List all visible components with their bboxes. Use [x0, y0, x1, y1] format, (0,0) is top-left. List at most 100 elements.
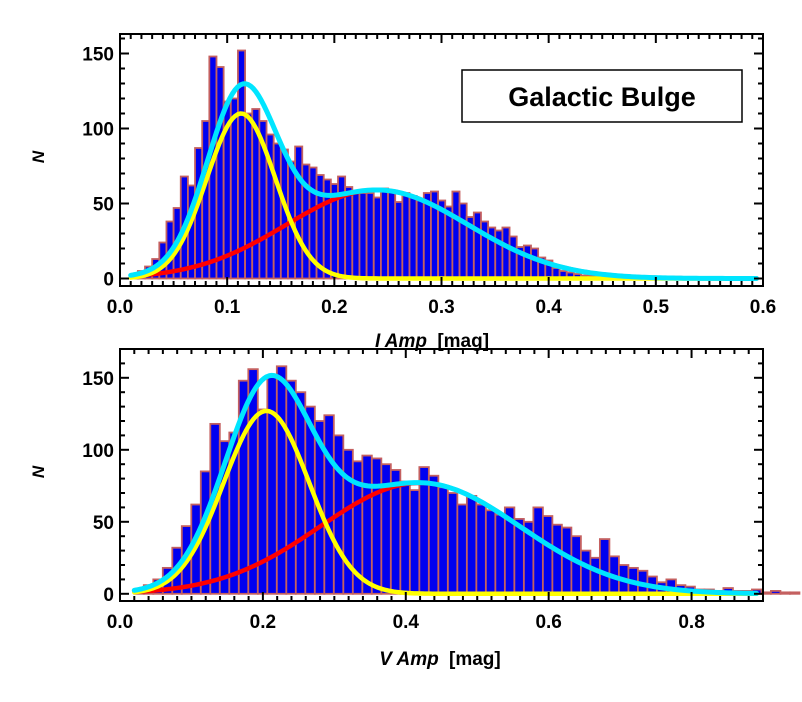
histogram-bar [579, 549, 592, 595]
y-tick-label: 50 [93, 513, 114, 534]
histogram-bar [472, 211, 482, 280]
x-axis-label-var: I Amp [375, 331, 427, 352]
x-tick-label: 0.2 [250, 612, 276, 633]
fit-curves [131, 372, 760, 597]
histogram-bar [501, 226, 511, 280]
y-tick-label: 100 [82, 441, 114, 462]
x-tick-label: 0.0 [107, 297, 133, 318]
histogram-bar [494, 513, 506, 595]
histogram-bar [551, 523, 563, 595]
histogram-bar [541, 515, 554, 595]
histogram-bar [256, 408, 269, 595]
histogram-bar [475, 503, 487, 595]
histogram-bar [272, 142, 282, 280]
histogram-bar [275, 365, 288, 595]
x-tick-label: 0.2 [321, 297, 347, 318]
histogram-bar [456, 503, 468, 595]
y-tick-labels: 0 50 100 150 [82, 45, 114, 291]
y-tick-labels: 0 50 100 150 [82, 369, 114, 606]
histogram-bar [465, 494, 478, 595]
x-tick-labels: 0.0 0.1 0.2 0.3 0.4 0.5 0.6 [107, 297, 776, 318]
histogram-bar [370, 457, 383, 595]
histogram-bar [285, 379, 297, 595]
x-axis-label-var: V Amp [379, 649, 438, 670]
histogram-bar [351, 190, 361, 280]
histogram-bar [789, 591, 801, 595]
histogram-bar [589, 556, 601, 595]
histogram-bar [379, 187, 389, 280]
histogram-bar [560, 526, 573, 595]
annotation-box: Galactic Bulge [461, 69, 743, 123]
chart-panel-i-amp: 0 50 100 150 0.0 0.1 0.2 0.3 0.4 0.5 0.6 N I Amp … [29, 33, 776, 352]
x-tick-label: 0.4 [393, 612, 420, 633]
y-axis-label: N [29, 465, 48, 478]
histogram-bar [294, 391, 307, 595]
x-axis-label: I Amp [mag] [375, 331, 489, 352]
x-tick-label: 0.8 [678, 612, 704, 633]
histogram-bar [494, 229, 504, 280]
x-tick-labels: 0.0 0.2 0.4 0.6 0.8 [107, 612, 705, 633]
histogram-bar [458, 202, 468, 280]
histogram-bar [508, 235, 518, 280]
histogram-bar [427, 474, 440, 595]
fit-curve-sum [131, 372, 760, 596]
x-tick-label: 0.0 [107, 612, 133, 633]
x-tick-label: 0.6 [750, 297, 776, 318]
x-tick-label: 0.6 [535, 612, 561, 633]
histogram-bar [418, 466, 430, 595]
chart-panel-v-amp: 0 50 100 150 0.0 0.2 0.4 0.6 0.8 N V Amp [mag] [29, 348, 801, 670]
histogram-bar [779, 591, 791, 595]
histogram-bar [387, 190, 397, 280]
histogram-bar [244, 112, 254, 280]
y-tick-label: 0 [103, 585, 114, 606]
histogram-bar [408, 195, 418, 280]
histogram-bar [598, 538, 611, 595]
fit-curves [128, 81, 760, 281]
histogram-bar [201, 120, 211, 280]
y-tick-label: 100 [82, 120, 114, 141]
histogram-bar [770, 590, 782, 595]
axis-ticks [119, 34, 764, 286]
histogram-bar [530, 247, 540, 280]
histogram-bar [451, 190, 461, 280]
y-axis-label: N [29, 150, 48, 163]
x-tick-label: 0.3 [428, 297, 454, 318]
histogram-bar [401, 192, 411, 280]
annotation-text: Galactic Bulge [508, 82, 696, 112]
x-axis-label-unit: [mag] [449, 649, 501, 670]
histogram-bar [399, 480, 411, 595]
histogram-bar [344, 186, 354, 280]
y-tick-label: 0 [103, 270, 114, 291]
histogram-bar [215, 66, 225, 280]
y-tick-label: 150 [82, 45, 114, 66]
histogram-bar [532, 506, 544, 595]
histogram-bar [365, 192, 375, 280]
histogram-bar [361, 454, 373, 595]
x-axis-label-unit: [mag] [437, 331, 489, 352]
fit-curve-component-1 [132, 408, 759, 597]
histogram-bar [358, 192, 368, 280]
histogram-bar [372, 196, 382, 280]
histogram-bar [323, 414, 335, 595]
histogram-bars [133, 365, 801, 595]
histogram-bar [408, 489, 421, 595]
annotation-frame [461, 69, 743, 123]
x-tick-label: 0.4 [535, 297, 562, 318]
x-tick-label: 0.5 [643, 297, 670, 318]
histogram-bar [437, 486, 449, 595]
x-tick-label: 0.1 [214, 297, 241, 318]
plot-frame [119, 348, 764, 602]
histogram-bar [446, 492, 459, 595]
histogram-bar [522, 244, 532, 280]
fit-curve-sum [128, 81, 760, 281]
histogram-bar [484, 509, 497, 595]
axis-ticks [119, 348, 764, 601]
histogram-bar [394, 201, 404, 280]
histogram-bar [294, 145, 304, 280]
y-tick-label: 150 [82, 369, 114, 390]
x-axis-label: V Amp [mag] [379, 649, 500, 670]
y-tick-label: 50 [93, 195, 114, 216]
histogram-bar [342, 448, 354, 595]
histogram-bar [415, 199, 425, 280]
